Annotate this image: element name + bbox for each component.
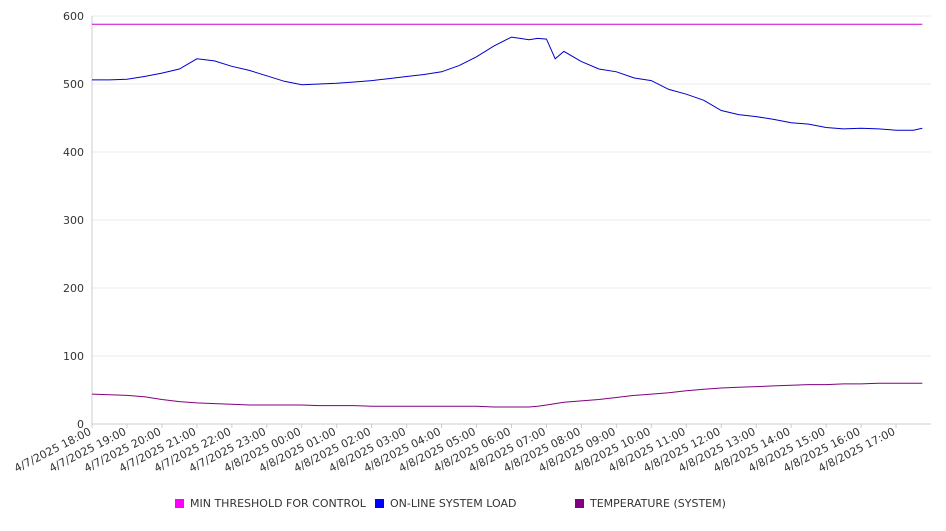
y-tick-label: 300	[63, 214, 84, 227]
series-line-2	[91, 382, 923, 408]
series-2	[91, 382, 923, 408]
y-tick-label: 600	[63, 10, 84, 23]
legend-label-system-load: ON-LINE SYSTEM LOAD	[390, 497, 517, 510]
x-tick-labels: 4/7/2025 18:004/7/2025 19:004/7/2025 20:…	[12, 425, 897, 475]
legend-swatch-min-threshold	[175, 499, 184, 508]
y-tick-label: 400	[63, 146, 84, 159]
legend-item-min-threshold: MIN THRESHOLD FOR CONTROL	[175, 497, 366, 510]
y-tick-label: 500	[63, 78, 84, 91]
legend-swatch-temperature	[575, 499, 584, 508]
legend-label-temperature: TEMPERATURE (SYSTEM)	[590, 497, 726, 510]
legend: MIN THRESHOLD FOR CONTROL ON-LINE SYSTEM…	[0, 497, 946, 517]
y-tick-label: 100	[63, 350, 84, 363]
legend-item-system-load: ON-LINE SYSTEM LOAD	[375, 497, 516, 510]
series-1	[92, 36, 923, 131]
y-tick-labels: 0 100 200 300 400 500 600	[63, 10, 84, 431]
series-lines	[91, 23, 923, 408]
y-tick-label: 0	[77, 418, 84, 431]
legend-label-min-threshold: MIN THRESHOLD FOR CONTROL	[190, 497, 366, 510]
legend-swatch-system-load	[375, 499, 384, 508]
y-tick-label: 200	[63, 282, 84, 295]
gridlines	[92, 15, 931, 357]
axes	[91, 16, 931, 428]
series-line-1	[92, 36, 923, 131]
legend-item-temperature: TEMPERATURE (SYSTEM)	[575, 497, 726, 510]
